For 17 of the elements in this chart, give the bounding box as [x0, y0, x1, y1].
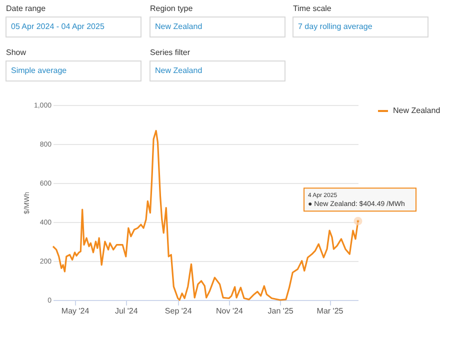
text: 7 day rolling average — [298, 22, 373, 31]
text: 05 Apr 2024 - 04 Apr 2025 — [11, 22, 105, 31]
x-tick-label: Mar '25 — [316, 306, 344, 316]
x-tick-label: Nov '24 — [216, 306, 244, 316]
text: Region type — [150, 4, 194, 13]
text: Time scale — [293, 4, 332, 13]
text: Show — [6, 48, 26, 57]
text: New Zealand — [155, 66, 202, 75]
x-tick-label: Sep '24 — [164, 306, 192, 316]
x-tick-label: Jan '25 — [268, 306, 294, 316]
text: New Zealand — [155, 22, 202, 31]
text: Simple average — [11, 66, 68, 75]
text: Series filter — [150, 48, 190, 57]
text: Date range — [6, 4, 46, 13]
legend-label: New Zealand — [393, 106, 440, 115]
x-tick-label: Jul '24 — [114, 306, 138, 316]
x-tick-label: May '24 — [61, 306, 90, 316]
